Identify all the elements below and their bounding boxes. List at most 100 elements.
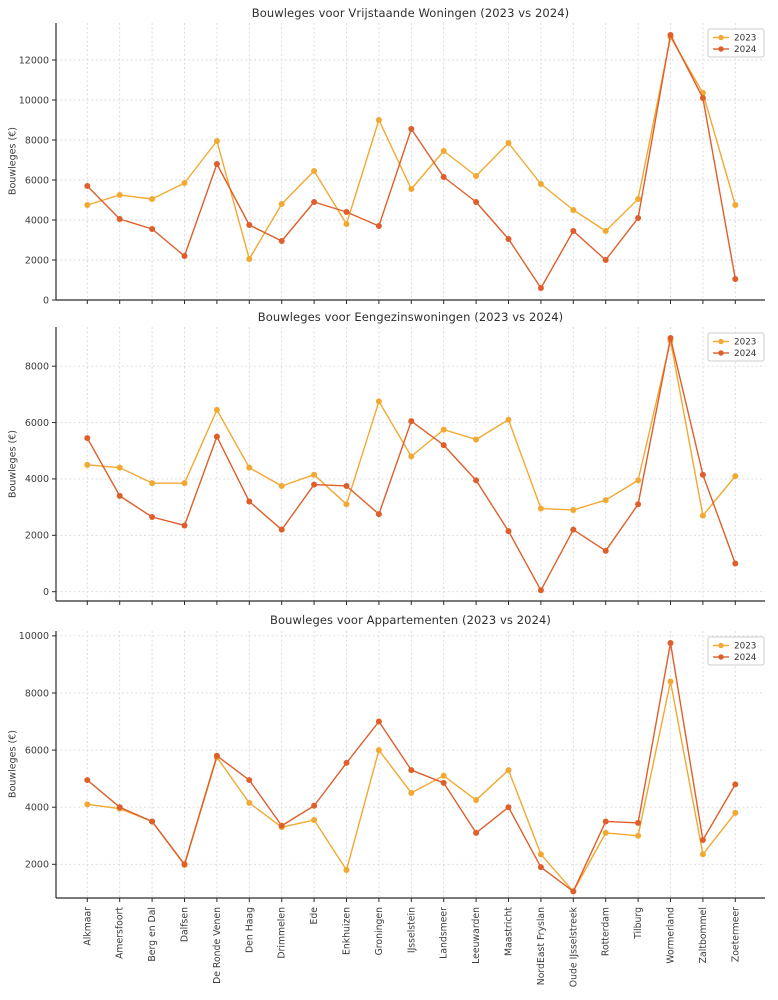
series-2023-point [440, 148, 447, 154]
series-2023-point [537, 505, 544, 512]
series-2024-point [149, 513, 156, 520]
series-2024-point [84, 183, 91, 189]
series-2023-point [311, 471, 318, 478]
chart-title-appartementen: Bouwleges voor Appartementen (2023 vs 20… [269, 613, 551, 627]
series-2024-point [278, 526, 285, 533]
x-tick-label: Alkmaar [82, 907, 93, 946]
chart-title-vrijstaande-woningen: Bouwleges voor Vrijstaande Woningen (202… [251, 6, 570, 20]
x-tick-label: Den Haag [244, 907, 255, 953]
series-2024-point [570, 526, 577, 533]
series-2024-point [116, 492, 123, 499]
series-2024-point [602, 547, 609, 554]
series-2023-point [84, 461, 91, 468]
series-2023-point [473, 173, 480, 179]
series-2023-point [149, 480, 156, 487]
series-2023-point [375, 117, 382, 123]
y-tick-label: 10000 [19, 631, 49, 642]
series-2024-point [278, 822, 285, 829]
series-2023-point [505, 416, 512, 423]
series-2024-point [505, 804, 512, 811]
series-2023-point [213, 138, 220, 144]
series-2024-point [602, 257, 609, 263]
series-2024-point [375, 511, 382, 518]
series-2023-point [278, 482, 285, 489]
series-2023-point [440, 772, 447, 779]
series-2023-point [602, 829, 609, 836]
y-tick-label: 6000 [25, 418, 49, 429]
series-2024-point [473, 829, 480, 836]
series-2023-point [343, 501, 350, 508]
series-2024-point [570, 228, 577, 234]
series-2023-point [149, 196, 156, 202]
series-2024-point [84, 435, 91, 442]
series-2023-point [505, 767, 512, 774]
series-2023-point [667, 678, 674, 685]
series-2023-point [537, 181, 544, 187]
legend-marker [718, 34, 724, 41]
y-tick-label: 2000 [25, 531, 49, 542]
legend-label: 2024 [734, 349, 757, 359]
series-2023-point [213, 406, 220, 413]
series-2024-point [537, 587, 544, 594]
series-2024-point [570, 888, 577, 895]
series-2023-point [375, 398, 382, 405]
series-2023-point [602, 497, 609, 504]
y-tick-label: 10000 [19, 95, 49, 106]
series-2024-point [375, 223, 382, 229]
y-tick-label: 2000 [25, 255, 49, 266]
series-2024-point [213, 433, 220, 440]
series-2023-point [570, 207, 577, 213]
y-tick-label: 8000 [25, 135, 49, 146]
series-2024-point [667, 32, 674, 38]
legend-marker [718, 338, 724, 345]
series-2024-point [116, 804, 123, 811]
y-tick-label: 8000 [25, 361, 49, 372]
y-axis-label-chart-1: Bouwleges (€) [7, 127, 19, 195]
x-tick-label: Amersfoort [115, 907, 126, 959]
series-2023-point [343, 221, 350, 227]
x-tick-label: Leeuwarden [471, 907, 482, 964]
y-tick-label: 0 [43, 295, 49, 306]
series-2023-point [408, 186, 415, 192]
series-2023-point [537, 851, 544, 858]
x-tick-label: Berg en Dal [147, 907, 158, 962]
x-tick-label: Rotterdam [601, 907, 612, 956]
series-2024-point [343, 209, 350, 215]
series-2023-point [699, 851, 706, 858]
series-2024-point [149, 818, 156, 825]
series-2024-point [278, 238, 285, 244]
x-tick-label: Enkhuizen [342, 907, 353, 955]
series-2023-point [311, 817, 318, 824]
series-2024-point [440, 442, 447, 449]
y-tick-label: 6000 [25, 745, 49, 756]
y-axis-label-chart-2: Bouwleges (€) [7, 430, 19, 498]
y-tick-label: 4000 [25, 215, 49, 226]
y-tick-label: 8000 [25, 688, 49, 699]
series-2023-point [635, 477, 642, 484]
x-tick-label: Wormerland [666, 907, 677, 964]
x-tick-label: De Ronde Venen [212, 907, 223, 984]
series-2024-point [537, 285, 544, 291]
y-tick-label: 4000 [25, 802, 49, 813]
series-2023-point [181, 480, 188, 487]
series-2023-point [116, 464, 123, 471]
series-2024-point [375, 718, 382, 725]
y-axis-label-chart-3: Bouwleges (€) [7, 730, 19, 798]
x-tick-label: Zoetermeer [730, 907, 741, 962]
series-2023-point [408, 453, 415, 460]
legend-marker [718, 642, 724, 649]
x-tick-label: Drimmelen [277, 907, 288, 959]
series-2024-point [635, 215, 642, 221]
legend-label: 2023 [734, 642, 756, 652]
series-2024-point [440, 174, 447, 180]
legend-marker [718, 654, 724, 660]
series-2023-point [635, 832, 642, 839]
series-2024-point [343, 759, 350, 766]
series-2024-point [699, 471, 706, 478]
x-tick-label: IJsselstein [406, 907, 417, 953]
series-2023-point [84, 801, 91, 808]
